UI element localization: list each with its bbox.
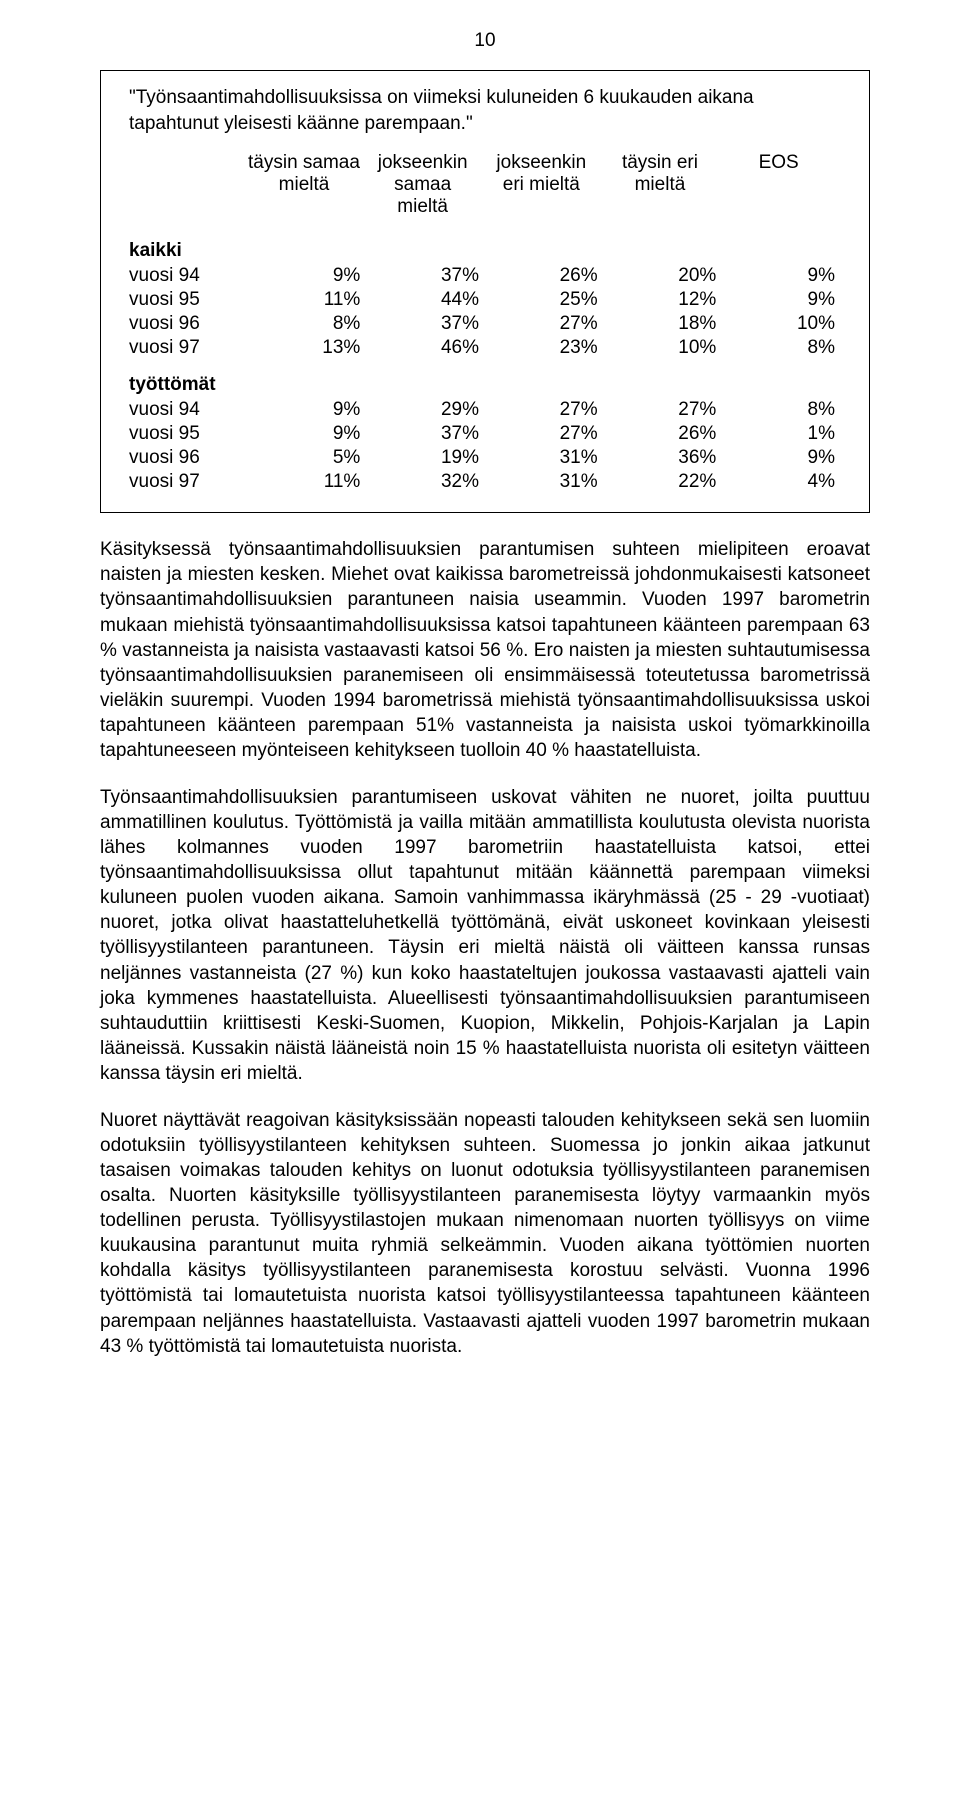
cell: 37% [366,422,485,446]
body-paragraph: Nuoret näyttävät reagoivan käsityksissää… [100,1108,870,1359]
cell: 20% [604,264,723,288]
cell: 9% [722,446,841,470]
cell: 37% [366,264,485,288]
cell: 9% [722,264,841,288]
row-label: vuosi 95 [129,422,248,446]
cell: 12% [604,288,723,312]
table-row: vuosi 96 5% 19% 31% 36% 9% [129,446,841,470]
cell: 10% [722,312,841,336]
group-label-row: työttömät [129,360,841,398]
group-label-row: kaikki [129,226,841,264]
row-label: vuosi 97 [129,336,248,360]
cell: 13% [248,336,367,360]
body-paragraph: Käsityksessä työnsaantimahdollisuuksien … [100,537,870,763]
col-header: EOS [722,152,841,226]
cell: 18% [604,312,723,336]
cell: 11% [248,288,367,312]
survey-table: täysin samaa mieltä jokseenkin samaa mie… [129,152,841,494]
document-page: 10 "Työnsaantimahdollisuuksissa on viime… [0,0,960,1421]
header-row: täysin samaa mieltä jokseenkin samaa mie… [129,152,841,226]
cell: 27% [485,312,604,336]
cell: 27% [485,422,604,446]
table-row: vuosi 96 8% 37% 27% 18% 10% [129,312,841,336]
cell: 4% [722,470,841,494]
cell: 27% [485,398,604,422]
cell: 9% [722,288,841,312]
col-header: täysin samaa mieltä [248,152,367,226]
cell: 10% [604,336,723,360]
cell: 26% [485,264,604,288]
cell: 9% [248,264,367,288]
row-label: vuosi 94 [129,398,248,422]
body-paragraph: Työnsaantimahdollisuuksien parantumiseen… [100,785,870,1086]
cell: 36% [604,446,723,470]
row-label: vuosi 96 [129,312,248,336]
survey-table-box: "Työnsaantimahdollisuuksissa on viimeksi… [100,70,870,513]
col-header: jokseenkin samaa mieltä [366,152,485,226]
cell: 26% [604,422,723,446]
group-label: työttömät [129,360,841,398]
box-title: "Työnsaantimahdollisuuksissa on viimeksi… [129,85,841,136]
cell: 9% [248,422,367,446]
table-row: vuosi 97 11% 32% 31% 22% 4% [129,470,841,494]
group-label: kaikki [129,226,841,264]
row-label: vuosi 96 [129,446,248,470]
col-header: täysin eri mieltä [604,152,723,226]
cell: 37% [366,312,485,336]
row-label: vuosi 97 [129,470,248,494]
cell: 31% [485,470,604,494]
cell: 22% [604,470,723,494]
cell: 25% [485,288,604,312]
cell: 11% [248,470,367,494]
cell: 32% [366,470,485,494]
cell: 9% [248,398,367,422]
cell: 29% [366,398,485,422]
cell: 8% [722,398,841,422]
table-row: vuosi 95 9% 37% 27% 26% 1% [129,422,841,446]
table-row: vuosi 94 9% 29% 27% 27% 8% [129,398,841,422]
cell: 27% [604,398,723,422]
table-row: vuosi 94 9% 37% 26% 20% 9% [129,264,841,288]
row-label: vuosi 95 [129,288,248,312]
cell: 8% [722,336,841,360]
cell: 8% [248,312,367,336]
cell: 31% [485,446,604,470]
table-row: vuosi 97 13% 46% 23% 10% 8% [129,336,841,360]
cell: 46% [366,336,485,360]
cell: 44% [366,288,485,312]
page-number: 10 [100,30,870,52]
cell: 5% [248,446,367,470]
col-header: jokseenkin eri mieltä [485,152,604,226]
table-row: vuosi 95 11% 44% 25% 12% 9% [129,288,841,312]
cell: 1% [722,422,841,446]
row-label: vuosi 94 [129,264,248,288]
cell: 23% [485,336,604,360]
cell: 19% [366,446,485,470]
